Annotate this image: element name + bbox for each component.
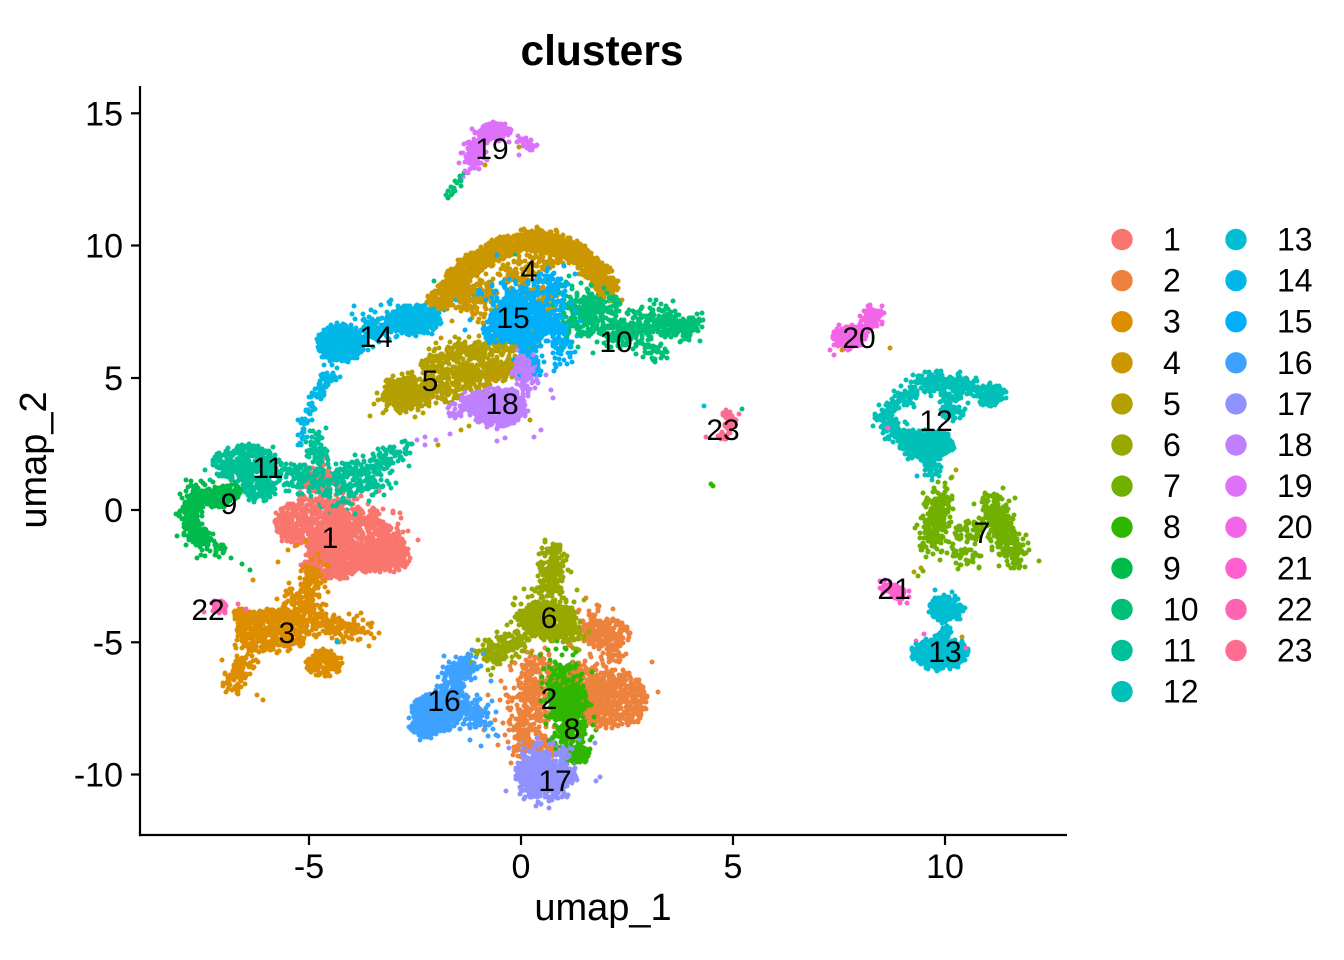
svg-text:13: 13 xyxy=(928,636,961,669)
svg-text:16: 16 xyxy=(1277,345,1313,381)
svg-text:clusters: clusters xyxy=(520,28,683,75)
svg-text:1: 1 xyxy=(322,522,339,555)
svg-text:11: 11 xyxy=(252,452,283,485)
svg-text:9: 9 xyxy=(221,488,238,521)
svg-text:1: 1 xyxy=(1163,222,1181,258)
svg-text:17: 17 xyxy=(538,765,571,798)
svg-text:11: 11 xyxy=(1163,633,1196,669)
svg-text:14: 14 xyxy=(359,321,392,354)
svg-text:8: 8 xyxy=(564,713,581,746)
svg-text:3: 3 xyxy=(279,617,296,650)
svg-text:21: 21 xyxy=(877,573,910,606)
svg-text:4: 4 xyxy=(521,255,538,288)
svg-text:2: 2 xyxy=(1163,263,1181,299)
svg-text:18: 18 xyxy=(485,388,518,421)
svg-text:6: 6 xyxy=(541,602,558,635)
svg-text:7: 7 xyxy=(1163,468,1181,504)
svg-text:9: 9 xyxy=(1163,550,1181,586)
svg-text:13: 13 xyxy=(1277,222,1313,258)
svg-text:2: 2 xyxy=(541,683,558,716)
svg-text:23: 23 xyxy=(706,414,739,447)
svg-text:10: 10 xyxy=(85,228,123,266)
svg-text:5: 5 xyxy=(104,360,123,398)
svg-text:16: 16 xyxy=(427,685,460,718)
svg-text:7: 7 xyxy=(974,517,991,550)
svg-text:20: 20 xyxy=(842,322,875,355)
svg-text:15: 15 xyxy=(1277,304,1313,340)
svg-text:-5: -5 xyxy=(294,848,324,886)
svg-text:-5: -5 xyxy=(93,624,123,662)
svg-text:20: 20 xyxy=(1277,509,1313,545)
svg-text:5: 5 xyxy=(1163,386,1181,422)
svg-text:14: 14 xyxy=(1277,263,1313,299)
svg-text:6: 6 xyxy=(1163,427,1181,463)
svg-text:12: 12 xyxy=(1163,674,1199,710)
svg-text:22: 22 xyxy=(1277,591,1313,627)
svg-text:10: 10 xyxy=(926,848,964,886)
svg-text:15: 15 xyxy=(496,302,529,335)
svg-text:umap_1: umap_1 xyxy=(534,887,671,929)
svg-text:15: 15 xyxy=(85,95,123,133)
svg-text:18: 18 xyxy=(1277,427,1313,463)
svg-text:8: 8 xyxy=(1163,509,1181,545)
svg-text:3: 3 xyxy=(1163,304,1181,340)
svg-text:5: 5 xyxy=(724,848,743,886)
svg-text:4: 4 xyxy=(1163,345,1181,381)
svg-text:23: 23 xyxy=(1277,633,1313,669)
svg-text:-10: -10 xyxy=(74,757,123,795)
svg-text:umap_2: umap_2 xyxy=(13,391,55,528)
svg-text:10: 10 xyxy=(599,326,632,359)
svg-text:19: 19 xyxy=(1277,468,1313,504)
svg-text:12: 12 xyxy=(919,405,952,438)
svg-text:21: 21 xyxy=(1277,550,1313,586)
svg-text:22: 22 xyxy=(191,594,224,627)
svg-text:19: 19 xyxy=(475,133,508,166)
svg-text:10: 10 xyxy=(1163,591,1199,627)
svg-text:0: 0 xyxy=(104,492,123,530)
svg-text:5: 5 xyxy=(422,365,439,398)
svg-text:17: 17 xyxy=(1277,386,1313,422)
svg-text:0: 0 xyxy=(512,848,531,886)
